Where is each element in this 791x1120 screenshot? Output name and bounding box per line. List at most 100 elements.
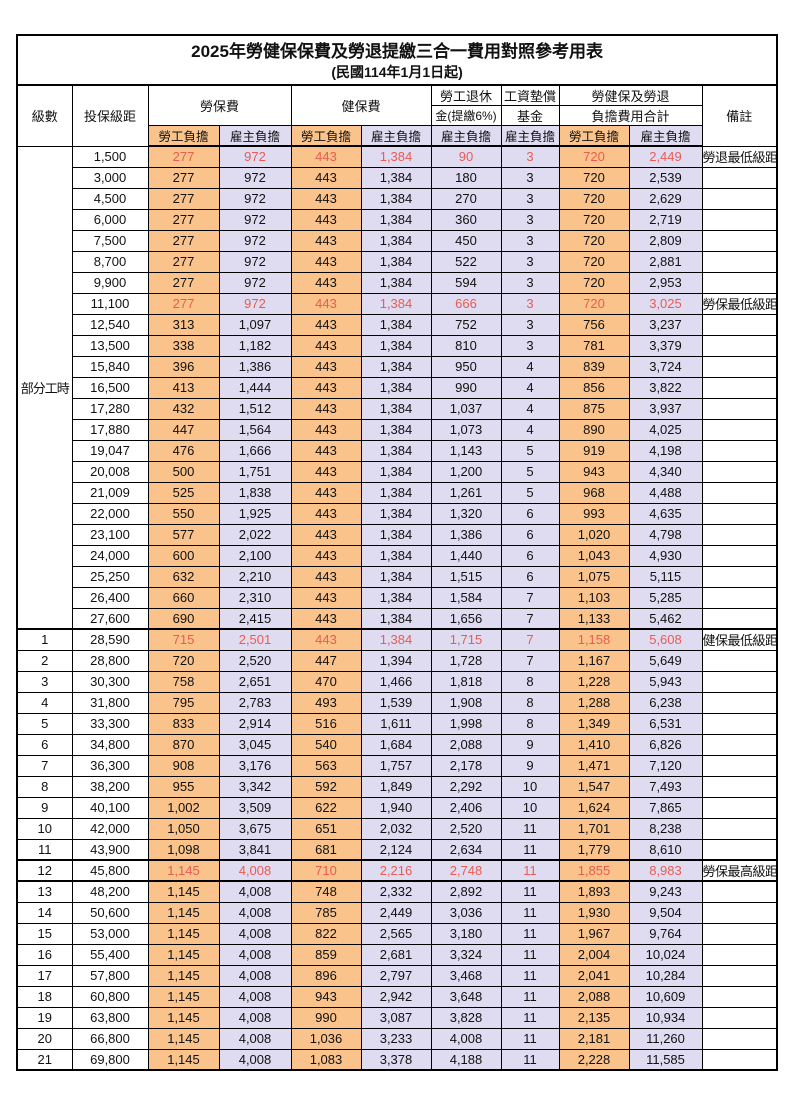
total-employee-cell: 1,893 <box>558 880 630 903</box>
labor-fee-employer-cell: 1,512 <box>218 397 292 420</box>
health-fee-employer-cell: 1,384 <box>360 313 432 336</box>
pension-employer-cell: 1,728 <box>430 649 502 672</box>
health-fee-employer-cell: 1,384 <box>360 502 432 525</box>
health-fee-employee-cell: 592 <box>290 775 362 798</box>
header-level: 級數 <box>16 84 73 147</box>
total-employee-cell: 1,930 <box>558 901 630 924</box>
total-employee-cell: 2,088 <box>558 985 630 1008</box>
health-fee-employer-cell: 1,384 <box>360 628 432 651</box>
wage-fund-employer-cell: 3 <box>500 229 560 252</box>
health-fee-employer-cell: 1,757 <box>360 754 432 777</box>
total-employee-cell: 1,471 <box>558 754 630 777</box>
pension-employer-cell: 2,178 <box>430 754 502 777</box>
header-row-2: 金(提繳6%) 基金 負擔費用合計 <box>17 105 777 126</box>
labor-fee-employee-cell: 1,145 <box>147 901 220 924</box>
health-fee-employee-cell: 443 <box>290 145 362 168</box>
level-cell: 17 <box>16 964 73 987</box>
remark-cell <box>701 376 778 399</box>
health-fee-employee-cell: 943 <box>290 985 362 1008</box>
insured-bracket-cell: 28,800 <box>71 649 149 672</box>
total-employee-cell: 720 <box>558 208 630 231</box>
remark-cell <box>701 313 778 336</box>
total-employer-cell: 4,635 <box>628 502 703 525</box>
labor-fee-employer-cell: 972 <box>218 250 292 273</box>
labor-fee-employer-cell: 2,783 <box>218 691 292 714</box>
health-fee-employer-cell: 1,394 <box>360 649 432 672</box>
table-row: 1 28,590 715 2,501 443 1,384 1,715 7 1,158 5,608 健… <box>16 628 778 651</box>
wage-fund-employer-cell: 3 <box>500 187 560 210</box>
remark-cell <box>701 166 778 189</box>
health-fee-employer-cell: 2,565 <box>360 922 432 945</box>
total-employer-cell: 2,449 <box>628 145 703 168</box>
health-fee-employee-cell: 859 <box>290 943 362 966</box>
labor-fee-employee-cell: 600 <box>147 544 220 567</box>
total-employer-cell: 5,115 <box>628 565 703 588</box>
level-cell: 4 <box>16 691 73 714</box>
remark-cell <box>701 796 778 819</box>
remark-cell <box>701 775 778 798</box>
total-employer-cell: 5,943 <box>628 670 703 693</box>
wage-fund-employer-cell: 5 <box>500 481 560 504</box>
labor-fee-employee-cell: 277 <box>147 187 220 210</box>
wage-fund-employer-cell: 6 <box>500 544 560 567</box>
table-row: 12,540 313 1,097 443 1,384 752 3 756 3,237 <box>17 313 778 336</box>
remark-cell <box>701 523 778 546</box>
wage-fund-employer-cell: 9 <box>500 733 560 756</box>
insured-bracket-cell: 31,800 <box>71 691 149 714</box>
total-employer-cell: 4,025 <box>628 418 703 441</box>
pension-employer-cell: 3,036 <box>430 901 502 924</box>
health-fee-employee-cell: 443 <box>290 502 362 525</box>
level-cell: 5 <box>16 712 73 735</box>
total-employer-cell: 10,284 <box>628 964 703 987</box>
health-fee-employer-cell: 1,384 <box>360 397 432 420</box>
insured-bracket-cell: 9,900 <box>71 271 149 294</box>
health-fee-employer-cell: 2,216 <box>360 859 432 882</box>
health-fee-employer-cell: 1,384 <box>360 229 432 252</box>
wage-fund-employer-cell: 10 <box>500 775 560 798</box>
table-row: 20,008 500 1,751 443 1,384 1,200 5 943 4,340 <box>17 460 778 483</box>
pension-employer-cell: 950 <box>430 355 502 378</box>
labor-fee-employee-cell: 413 <box>147 376 220 399</box>
health-fee-employer-cell: 2,449 <box>360 901 432 924</box>
total-employer-cell: 3,937 <box>628 397 703 420</box>
level-cell: 7 <box>16 754 73 777</box>
health-fee-employer-cell: 1,384 <box>360 607 432 630</box>
health-fee-employer-cell: 1,384 <box>360 334 432 357</box>
pension-employer-cell: 2,634 <box>430 838 502 861</box>
level-cell: 9 <box>16 796 73 819</box>
insured-bracket-cell: 17,280 <box>71 397 149 420</box>
health-fee-employer-cell: 3,378 <box>360 1048 432 1071</box>
remark-cell <box>701 460 778 483</box>
labor-fee-employee-cell: 795 <box>147 691 220 714</box>
wage-fund-employer-cell: 3 <box>500 292 560 315</box>
health-fee-employer-cell: 1,384 <box>360 481 432 504</box>
wage-fund-employer-cell: 11 <box>500 1006 560 1029</box>
wage-fund-employer-cell: 11 <box>500 1027 560 1050</box>
insured-bracket-cell: 63,800 <box>71 1006 149 1029</box>
health-fee-employer-cell: 2,681 <box>360 943 432 966</box>
insured-bracket-cell: 36,300 <box>71 754 149 777</box>
table-row: 21,009 525 1,838 443 1,384 1,261 5 968 4,488 <box>17 481 778 504</box>
remark-cell <box>701 1027 778 1050</box>
total-employer-cell: 4,488 <box>628 481 703 504</box>
table-row: 16,500 413 1,444 443 1,384 990 4 856 3,822 <box>17 376 778 399</box>
wage-fund-employer-cell: 10 <box>500 796 560 819</box>
insured-bracket-cell: 7,500 <box>71 229 149 252</box>
total-employee-cell: 781 <box>558 334 630 357</box>
health-fee-employer-cell: 1,940 <box>360 796 432 819</box>
labor-fee-employee-cell: 277 <box>147 208 220 231</box>
pension-employer-cell: 752 <box>430 313 502 336</box>
insured-bracket-cell: 22,000 <box>71 502 149 525</box>
remark-cell: 勞保最低級距 <box>701 292 778 315</box>
insured-bracket-cell: 17,880 <box>71 418 149 441</box>
pension-employer-cell: 2,892 <box>430 880 502 903</box>
labor-fee-employee-cell: 660 <box>147 586 220 609</box>
page-subtitle: (民國114年1月1日起) <box>331 63 463 80</box>
labor-fee-employee-cell: 313 <box>147 313 220 336</box>
header-labor-insurance: 勞保費 <box>147 84 292 126</box>
header-remark: 備註 <box>701 84 778 147</box>
wage-fund-employer-cell: 7 <box>500 649 560 672</box>
labor-fee-employee-cell: 1,145 <box>147 880 220 903</box>
header-total-line1: 勞健保及勞退 <box>558 84 703 106</box>
insured-bracket-cell: 4,500 <box>71 187 149 210</box>
